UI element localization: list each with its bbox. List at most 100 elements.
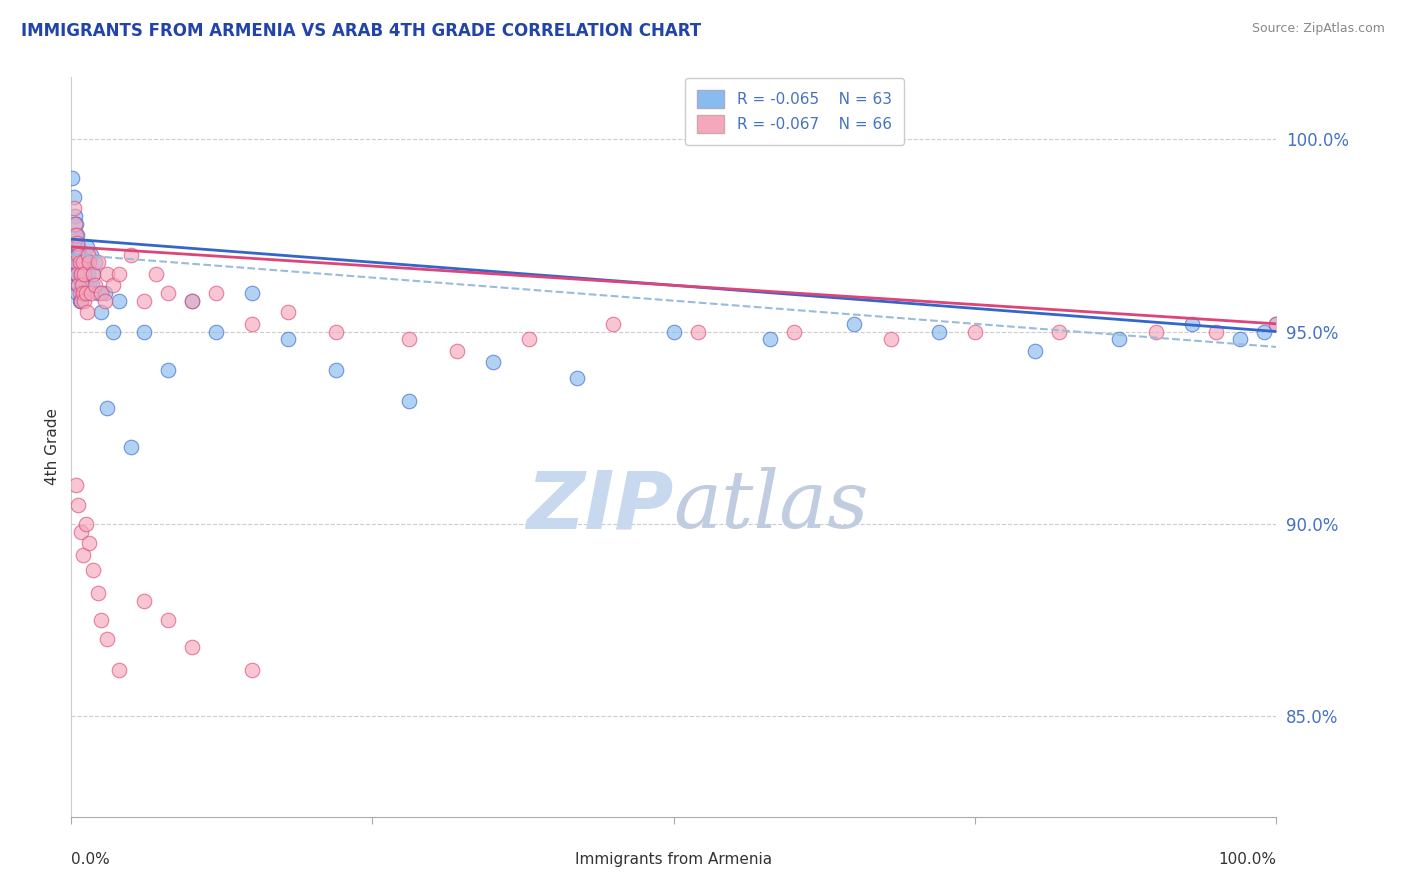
Point — [87, 255, 110, 269]
Point — [759, 332, 782, 346]
Point — [77, 247, 100, 261]
Point — [156, 613, 179, 627]
Point — [66, 267, 89, 281]
Point — [75, 255, 97, 269]
Point — [82, 267, 104, 281]
Point — [121, 247, 143, 261]
Point — [67, 278, 90, 293]
Point — [69, 293, 91, 308]
Point — [70, 524, 93, 539]
Point — [70, 285, 93, 300]
Point — [84, 255, 107, 269]
Point — [70, 275, 93, 289]
Point — [1024, 343, 1046, 358]
Point — [103, 278, 125, 293]
Point — [96, 632, 118, 647]
Point — [67, 240, 90, 254]
Point — [73, 267, 96, 281]
Point — [1181, 317, 1204, 331]
Point — [205, 325, 228, 339]
Point — [63, 267, 86, 281]
Point — [69, 285, 91, 300]
Text: 0.0%: 0.0% — [72, 852, 110, 867]
Point — [80, 278, 103, 293]
Point — [65, 255, 87, 269]
Text: Source: ZipAtlas.com: Source: ZipAtlas.com — [1251, 22, 1385, 36]
Point — [108, 663, 131, 677]
Point — [72, 285, 94, 300]
Point — [63, 247, 86, 261]
Point — [1229, 332, 1251, 346]
Legend: R = -0.065    N = 63, R = -0.067    N = 66: R = -0.065 N = 63, R = -0.067 N = 66 — [685, 78, 904, 145]
Point — [1265, 317, 1288, 331]
Point — [75, 285, 97, 300]
Point — [73, 285, 96, 300]
Point — [70, 267, 93, 281]
Point — [76, 305, 98, 319]
Point — [75, 516, 97, 531]
Point — [240, 317, 263, 331]
Point — [180, 640, 202, 655]
Point — [879, 332, 901, 346]
Point — [70, 293, 93, 308]
Point — [90, 613, 112, 627]
Point — [96, 401, 118, 416]
Point — [277, 332, 299, 346]
Point — [156, 363, 179, 377]
Point — [1108, 332, 1130, 346]
Point — [662, 325, 685, 339]
Text: atlas: atlas — [673, 467, 869, 545]
Point — [62, 202, 84, 216]
Text: 100.0%: 100.0% — [1218, 852, 1277, 867]
Point — [1265, 317, 1288, 331]
Point — [75, 278, 97, 293]
Point — [96, 267, 118, 281]
Point — [67, 255, 90, 269]
Point — [94, 285, 117, 300]
Point — [65, 240, 87, 254]
Point — [325, 363, 347, 377]
Point — [398, 332, 420, 346]
Point — [65, 255, 87, 269]
Point — [63, 209, 86, 223]
Point — [567, 370, 589, 384]
Point — [205, 285, 228, 300]
Point — [72, 278, 94, 293]
Point — [65, 217, 87, 231]
Point — [66, 235, 89, 250]
Point — [72, 548, 94, 562]
Point — [72, 255, 94, 269]
Point — [66, 247, 89, 261]
Point — [72, 255, 94, 269]
Point — [517, 332, 540, 346]
Point — [1253, 325, 1275, 339]
Point — [325, 325, 347, 339]
Point — [62, 228, 84, 243]
Point — [277, 305, 299, 319]
Point — [66, 267, 89, 281]
Y-axis label: 4th Grade: 4th Grade — [45, 409, 60, 485]
Point — [180, 293, 202, 308]
Point — [79, 278, 101, 293]
Point — [156, 285, 179, 300]
Point — [240, 663, 263, 677]
Point — [90, 305, 112, 319]
Point — [79, 285, 101, 300]
Point — [1047, 325, 1070, 339]
Point — [82, 563, 104, 577]
Point — [69, 255, 91, 269]
Point — [67, 278, 90, 293]
Point — [73, 293, 96, 308]
Point — [686, 325, 709, 339]
Point — [84, 278, 107, 293]
Point — [132, 325, 155, 339]
Point — [132, 293, 155, 308]
Point — [602, 317, 624, 331]
Point — [108, 293, 131, 308]
Point — [65, 478, 87, 492]
Point — [67, 247, 90, 261]
Point — [79, 247, 101, 261]
Point — [1144, 325, 1167, 339]
Point — [103, 325, 125, 339]
Point — [446, 343, 468, 358]
